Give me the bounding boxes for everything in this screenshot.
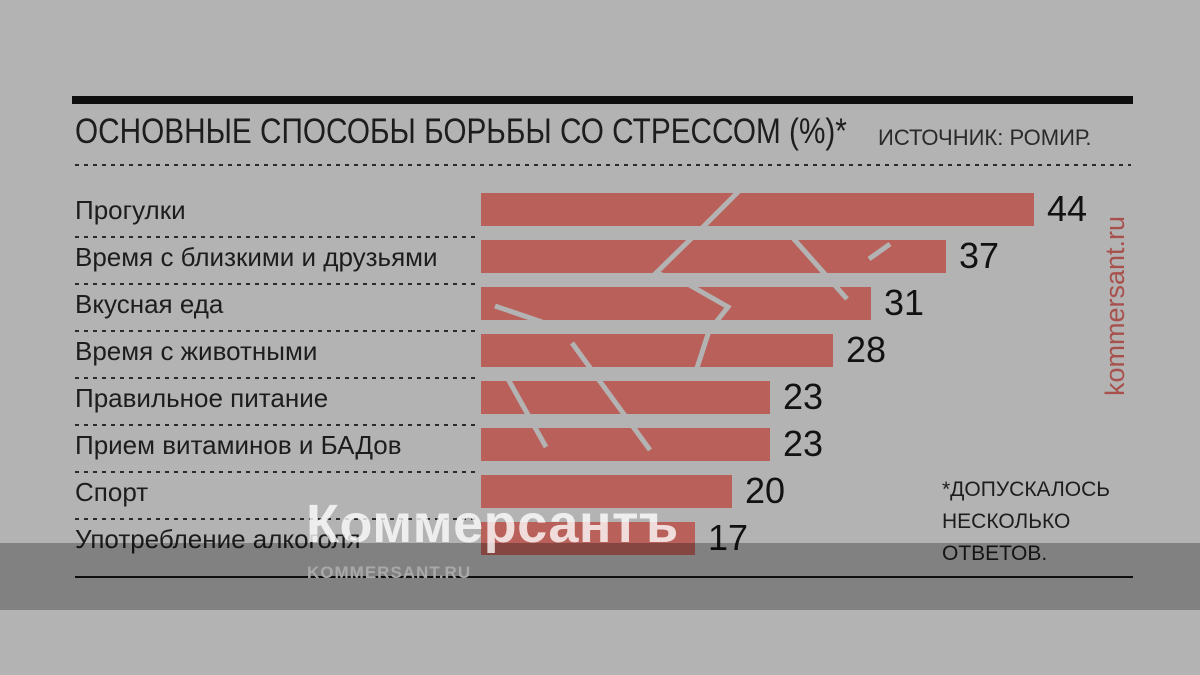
row-divider	[75, 518, 478, 520]
category-label: Употребление алкоголя	[75, 524, 361, 554]
footnote: *ДОПУСКАЛОСЬ НЕСКОЛЬКО ОТВЕТОВ.	[942, 478, 1111, 565]
bar-value: 28	[846, 329, 887, 370]
kommersant-logo-watermark: Коммерсантъ	[306, 494, 679, 554]
bottom-rule	[75, 576, 1133, 578]
bar-value: 17	[708, 517, 749, 558]
bar-value: 31	[884, 282, 925, 323]
bar-value: 44	[1047, 188, 1088, 229]
category-label: Прогулки	[75, 195, 186, 225]
bar	[481, 428, 770, 461]
bar-value: 23	[783, 423, 824, 464]
side-url-watermark: kommersant.ru	[1100, 215, 1130, 396]
category-label: Время с животными	[75, 336, 318, 366]
bar	[481, 334, 833, 367]
kommersant-url-watermark: KOMMERSANT.RU	[307, 563, 472, 582]
bar	[481, 193, 1034, 226]
category-label: Время с близкими и друзьями	[75, 242, 438, 272]
bar-value: 37	[959, 235, 1000, 276]
top-divider	[75, 164, 1131, 166]
bar	[481, 475, 732, 508]
category-label: Спорт	[75, 477, 149, 507]
row-divider	[75, 377, 478, 379]
bar	[481, 287, 871, 320]
row-divider	[75, 424, 478, 426]
row-divider	[75, 283, 478, 285]
page-title: ОСНОВНЫЕ СПОСОБЫ БОРЬБЫ СО СТРЕССОМ (%)*	[75, 112, 847, 151]
category-label: Правильное питание	[75, 383, 329, 413]
top-rule	[72, 96, 1133, 104]
bar	[481, 240, 946, 273]
bar	[481, 522, 695, 555]
source-label: ИСТОЧНИК: РОМИР.	[878, 125, 1092, 150]
watermark-band	[0, 543, 1200, 610]
bar-value: 20	[745, 470, 786, 511]
bar	[481, 381, 770, 414]
category-label: Вкусная еда	[75, 289, 224, 319]
row-divider	[75, 236, 478, 238]
category-label: Прием витаминов и БАДов	[75, 430, 402, 460]
row-divider	[75, 330, 478, 332]
bar-value: 23	[783, 376, 824, 417]
row-divider	[75, 471, 478, 473]
